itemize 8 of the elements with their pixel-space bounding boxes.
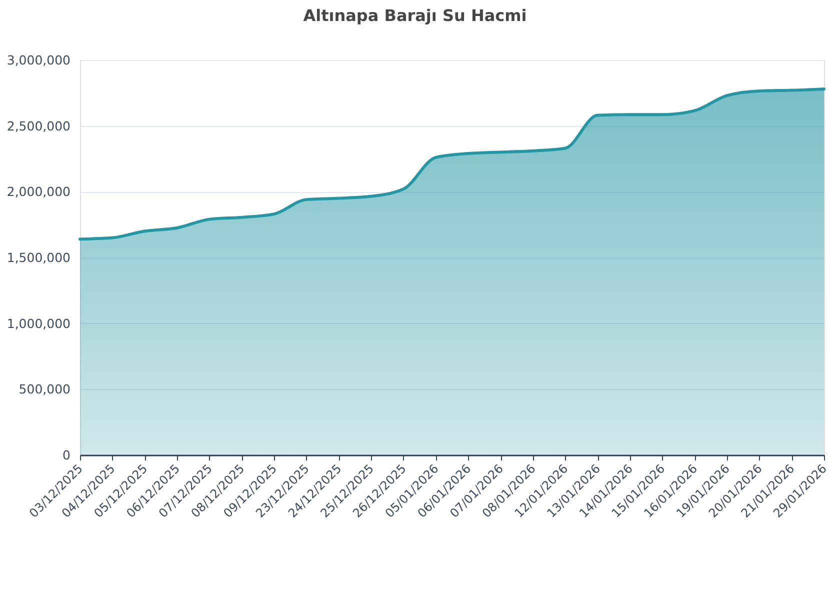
- y-tick-label: 1,000,000: [6, 316, 71, 331]
- y-tick-label: 0: [62, 448, 71, 462]
- y-tick-label: 3,000,000: [6, 52, 71, 68]
- y-tick-label: 1,500,000: [6, 250, 71, 265]
- y-tick-label: 2,500,000: [6, 118, 71, 134]
- y-tick-label: 2,000,000: [6, 184, 71, 200]
- y-tick-label: 500,000: [18, 382, 71, 397]
- chart-title: Altınapa Barajı Su Hacmi: [303, 6, 527, 25]
